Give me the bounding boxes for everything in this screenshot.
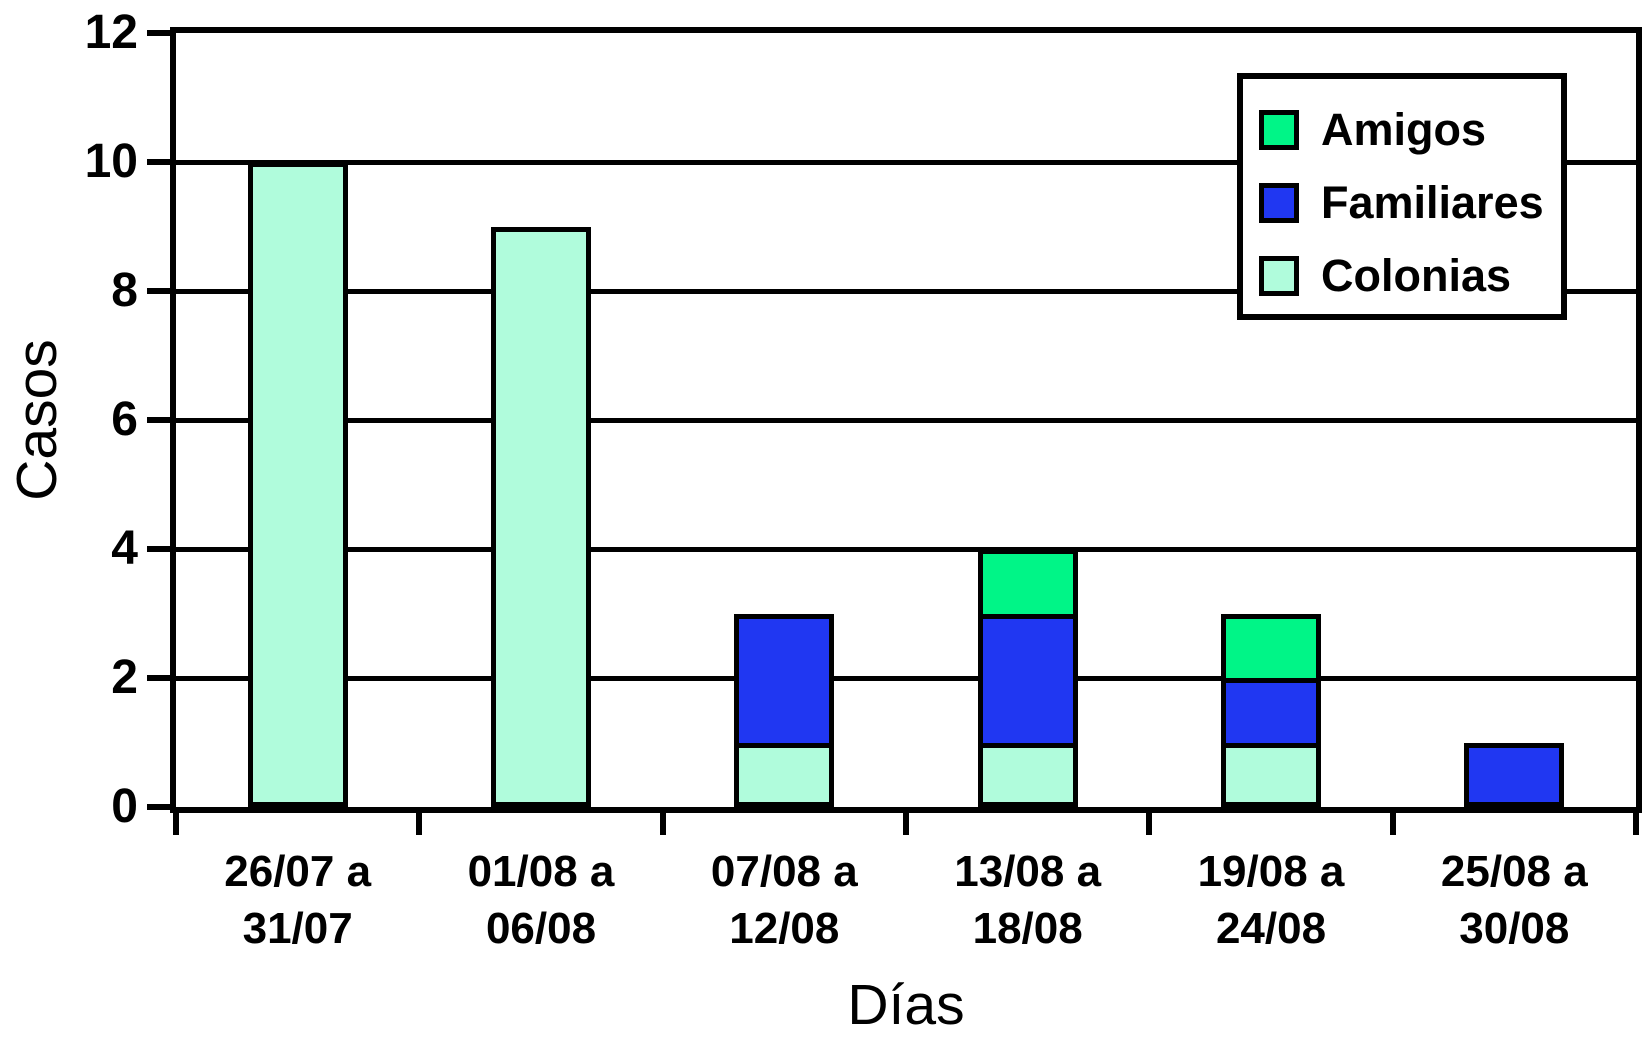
x-category-label-5-line2: 24/08 [1215, 904, 1327, 953]
y-tick-label-12: 12 [84, 6, 138, 59]
gridline-y2 [176, 675, 1636, 681]
x-category-label-6: 25/08 a 30/08 [1393, 843, 1636, 957]
y-tick-label-0: 0 [111, 780, 138, 833]
x-tick-0 [173, 807, 179, 835]
x-tick-1 [416, 807, 423, 835]
familiares-swatch-icon [1259, 182, 1299, 223]
x-category-label-6-line2: 30/08 [1459, 904, 1570, 953]
y-tick-2 [147, 675, 170, 681]
plot-inner [176, 33, 1636, 807]
x-category-label-2-line1: 01/08 a [467, 847, 615, 896]
y-tick-0 [147, 804, 170, 810]
x-category-label-4: 13/08 a 18/08 [906, 843, 1149, 957]
legend-label-colonias: Colonias [1321, 250, 1512, 301]
y-tick-8 [147, 288, 170, 294]
x-category-label-4-line1: 13/08 a [954, 847, 1102, 896]
x-category-label-1-line2: 31/07 [242, 904, 353, 953]
legend-label-familiares: Familiares [1321, 177, 1544, 228]
bar-6-familiares-segment [1464, 742, 1565, 807]
x-category-label-3-line1: 07/08 a [710, 847, 858, 896]
legend-item-familiares: Familiares [1259, 166, 1561, 239]
x-category-label-1: 26/07 a 31/07 [176, 843, 419, 957]
y-tick-10 [147, 159, 170, 165]
bar-3-colonias-segment [734, 742, 835, 807]
x-tick-5 [1389, 807, 1396, 835]
bar-4-familiares-segment [977, 613, 1078, 748]
x-tick-6 [1633, 807, 1639, 835]
bar-2-colonias-segment [491, 226, 591, 807]
x-category-label-5-line1: 19/08 a [1197, 847, 1345, 896]
gridline-y10 [176, 159, 1636, 165]
legend-item-colonias: Colonias [1259, 239, 1561, 312]
bar-5-amigos-segment [1221, 613, 1321, 683]
x-category-label-1-line1: 26/07 a [224, 847, 372, 896]
legend-item-amigos: Amigos [1259, 93, 1561, 166]
gridline-y6 [176, 417, 1636, 423]
amigos-swatch-icon [1259, 109, 1299, 150]
y-tick-12 [147, 30, 170, 36]
x-category-label-2-line2: 06/08 [485, 904, 597, 953]
bar-1-colonias-segment [247, 162, 348, 807]
bar-3-familiares-segment [734, 613, 835, 748]
y-tick-label-8: 8 [111, 264, 138, 317]
x-tick-4 [1146, 807, 1153, 835]
y-tick-label-2: 2 [111, 651, 138, 704]
x-axis-title: Días [847, 973, 965, 1037]
bar-5-colonias-segment [1221, 742, 1321, 807]
y-tick-label-6: 6 [111, 393, 138, 446]
legend-label-amigos: Amigos [1321, 104, 1487, 155]
x-category-label-4-line2: 18/08 [972, 904, 1083, 953]
bar-4-colonias-segment [977, 742, 1078, 807]
x-category-label-2: 01/08 a 06/08 [419, 843, 662, 957]
gridline-y8 [176, 288, 1636, 294]
bar-5-familiares-segment [1221, 678, 1321, 748]
colonias-swatch-icon [1259, 255, 1299, 296]
gridline-y4 [176, 546, 1636, 552]
x-category-label-5: 19/08 a 24/08 [1149, 843, 1392, 957]
y-tick-label-10: 10 [84, 135, 138, 188]
y-tick-label-4: 4 [111, 522, 138, 575]
x-tick-3 [903, 807, 909, 835]
x-category-label-3-line2: 12/08 [729, 904, 840, 953]
x-category-label-6-line1: 25/08 a [1440, 847, 1588, 896]
legend: Amigos Familiares Colonias [1237, 73, 1567, 320]
y-tick-4 [147, 546, 170, 552]
x-tick-2 [659, 807, 666, 835]
y-tick-6 [147, 417, 170, 423]
x-category-label-3: 07/08 a 12/08 [663, 843, 906, 957]
bar-4-amigos-segment [977, 549, 1078, 619]
